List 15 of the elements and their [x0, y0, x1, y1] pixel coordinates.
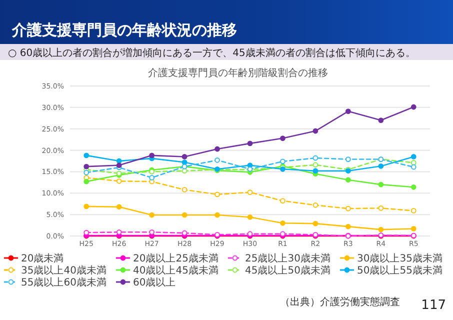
text: ○ 60歳以上の者の割合が増加傾向にある一方で、45歳未満の者の割合は低下傾向にある。	[8, 47, 416, 59]
legend-label: 60歳以上	[133, 276, 176, 288]
legend-label: 35歳以上40歳未満	[21, 264, 106, 276]
legend-label: 45歳以上50歳未満	[245, 264, 330, 276]
chart-subtitle: 介護支援専門員の年齢別階級割合の推移	[148, 67, 328, 79]
legend-label: 50歳以上55歳未満	[357, 264, 442, 276]
legend-label: 20歳以上25歳未満	[133, 252, 218, 264]
legend-label: 55歳以上60歳未満	[21, 276, 106, 288]
text: （出典）介護労働実態調査	[280, 296, 400, 308]
legend-label: 30歳以上35歳未満	[357, 252, 442, 264]
legend-label: 40歳以上45歳未満	[133, 264, 218, 276]
text: 117	[421, 298, 446, 313]
chart-title: 介護支援専門員の年齢状況の推移	[11, 21, 237, 39]
legend-label: 25歳以上30歳未満	[245, 252, 330, 264]
legend-label: 20歳未満	[21, 252, 64, 264]
